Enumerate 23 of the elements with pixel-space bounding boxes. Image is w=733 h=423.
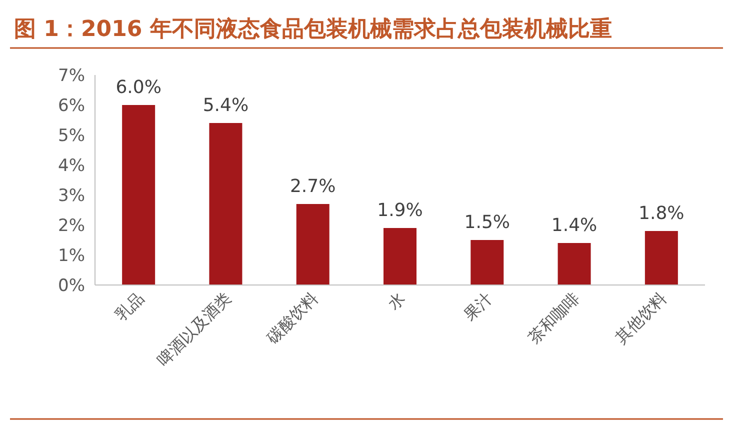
data-label: 1.5% — [464, 212, 510, 233]
data-label: 5.4% — [202, 95, 249, 116]
x-tick-label: 其他饮料 — [612, 288, 670, 348]
data-label: 6.0% — [116, 77, 162, 98]
y-tick-label: 3% — [58, 186, 85, 206]
y-tick-label: 2% — [58, 216, 85, 236]
data-label: 2.7% — [290, 176, 336, 197]
data-label: 1.9% — [377, 200, 423, 221]
x-tick-label: 碳酸饮料 — [262, 288, 322, 348]
x-tick-label: 乳品 — [111, 288, 148, 324]
x-tick-label: 果汁 — [460, 288, 496, 324]
y-tick-label: 1% — [58, 246, 85, 266]
title: 图 1：2016 年不同液态食品包装机械需求占总包装机械比重 — [14, 17, 612, 42]
y-tick-label: 4% — [58, 156, 85, 176]
data-label: 1.8% — [638, 203, 684, 224]
x-tick-label: 啤酒以及酒类 — [153, 288, 235, 370]
y-tick-label: 5% — [58, 126, 85, 146]
data-label: 1.4% — [551, 215, 598, 236]
y-tick-label: 6% — [58, 96, 85, 116]
x-tick-label: 茶和咖啡 — [524, 288, 584, 348]
x-tick-label: 水 — [384, 288, 409, 314]
y-tick-label: 7% — [58, 66, 85, 86]
y-tick-label: 0% — [58, 276, 85, 296]
